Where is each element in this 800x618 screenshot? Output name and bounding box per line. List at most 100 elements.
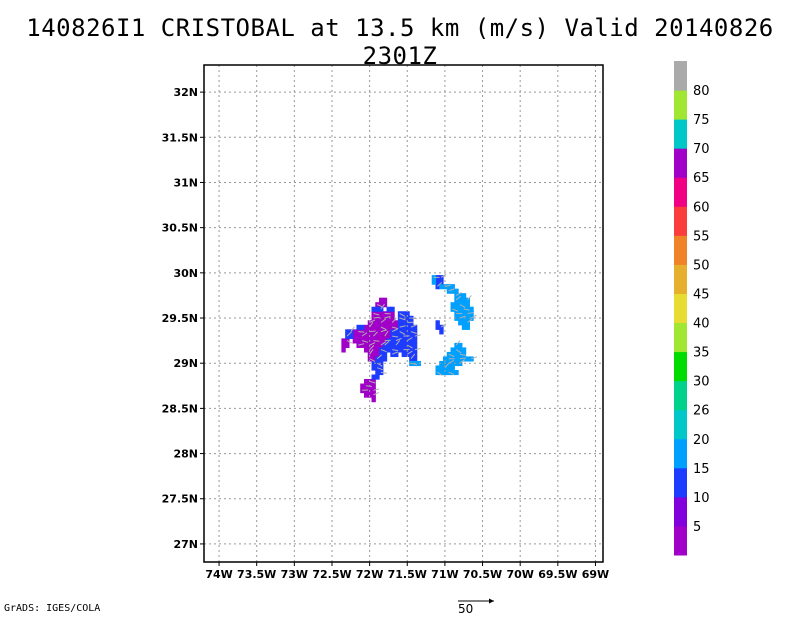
wind-cell: [390, 343, 394, 348]
wind-cell: [432, 280, 436, 285]
colorbar-swatch: [674, 235, 687, 265]
wind-speed-cells: [341, 275, 473, 402]
wind-cell: [372, 365, 376, 370]
wind-vector: [366, 386, 372, 387]
colorbar-swatch: [674, 468, 687, 498]
wind-vector: [373, 341, 379, 342]
wind-cell: [436, 365, 440, 370]
colorbar-swatch: [674, 148, 687, 178]
wind-cell: [458, 343, 462, 348]
wind-cell: [372, 384, 376, 389]
wind-cell: [353, 329, 357, 334]
wind-cell: [458, 307, 462, 312]
wind-cell: [383, 356, 387, 361]
wind-cell: [353, 334, 357, 339]
wind-cell: [360, 384, 364, 389]
wind-cell: [375, 375, 379, 380]
wind-cell: [356, 334, 360, 339]
wind-cell: [454, 302, 458, 307]
wind-cell: [458, 320, 462, 325]
x-tick-label: 72W: [356, 568, 383, 581]
wind-cell: [402, 338, 406, 343]
colorbar-label: 75: [693, 113, 710, 128]
colorbar-label: 60: [693, 200, 710, 215]
wind-cell: [345, 329, 349, 334]
wind-cell: [394, 320, 398, 325]
colorbar-swatch: [674, 526, 687, 556]
x-tick-label: 72.5W: [312, 568, 351, 581]
wind-cell: [387, 307, 391, 312]
y-axis: 27N 27.5N 28N 28.5N 29N 29.5N 30N 30.5N 31N 31.5N…: [162, 86, 204, 551]
x-tick-label: 73W: [281, 568, 308, 581]
colorbar-swatch: [674, 61, 687, 91]
y-tick-label: 30N: [173, 267, 198, 280]
wind-cell: [375, 307, 379, 312]
y-tick-label: 29N: [173, 357, 198, 370]
x-tick-label: 71.5W: [388, 568, 427, 581]
wind-cell: [439, 284, 443, 289]
colorbar-swatch: [674, 497, 687, 527]
wind-cell: [387, 347, 391, 352]
reference-vector-head: [489, 599, 494, 604]
wind-cell: [413, 356, 417, 361]
y-tick-label: 27N: [173, 538, 198, 551]
colorbar-swatch: [674, 119, 687, 149]
x-tick-label: 69W: [582, 568, 609, 581]
colorbar-label: 5: [693, 520, 701, 535]
wind-cell: [375, 347, 379, 352]
wind-cell: [387, 334, 391, 339]
x-tick-label: 70W: [506, 568, 533, 581]
wind-cell: [387, 320, 391, 325]
wind-cell: [375, 320, 379, 325]
wind-cell: [436, 320, 440, 325]
wind-cell: [454, 352, 458, 357]
wind-cell: [390, 338, 394, 343]
wind-cell: [451, 347, 455, 352]
colorbar-swatch: [674, 410, 687, 440]
colorbar-label: 26: [693, 404, 710, 419]
wind-cell: [372, 325, 376, 330]
wind-cell: [372, 307, 376, 312]
wind-cell: [469, 307, 473, 312]
wind-vector: [370, 331, 376, 332]
colorbar-swatch: [674, 381, 687, 411]
colorbar-swatch: [674, 177, 687, 207]
wind-cell: [398, 347, 402, 352]
reference-vector-label: 50: [458, 602, 473, 616]
wind-cell: [375, 325, 379, 330]
wind-cell: [466, 325, 470, 330]
wind-cell: [402, 352, 406, 357]
colorbar-swatch: [674, 90, 687, 120]
wind-cell: [458, 298, 462, 303]
y-tick-label: 32N: [173, 86, 198, 99]
colorbar-label: 70: [693, 142, 710, 157]
colorbar-swatch: [674, 206, 687, 236]
wind-cell: [462, 320, 466, 325]
x-tick-label: 69.5W: [538, 568, 577, 581]
colorbar-label: 80: [693, 84, 710, 99]
colorbar-label: 65: [693, 171, 710, 186]
x-tick-label: 71W: [431, 568, 458, 581]
colorbar-label: 40: [693, 317, 710, 332]
wind-cell: [383, 298, 387, 303]
wind-cell: [379, 307, 383, 312]
y-tick-label: 31N: [173, 176, 198, 189]
wind-cell: [447, 365, 451, 370]
colorbar-label: 15: [693, 462, 710, 477]
wind-cell: [436, 280, 440, 285]
wind-cell: [375, 352, 379, 357]
colorbar-label: 30: [693, 375, 710, 390]
wind-cell: [398, 343, 402, 348]
wind-vector: [358, 332, 364, 333]
wind-cell: [469, 311, 473, 316]
wind-cell: [398, 320, 402, 325]
y-tick-label: 30.5N: [162, 222, 198, 235]
x-tick-label: 74W: [205, 568, 232, 581]
wind-cell: [375, 334, 379, 339]
wind-cell: [462, 298, 466, 303]
wind-cell: [462, 311, 466, 316]
y-tick-label: 29.5N: [162, 312, 198, 325]
wind-cell: [375, 370, 379, 375]
wind-cell: [383, 302, 387, 307]
